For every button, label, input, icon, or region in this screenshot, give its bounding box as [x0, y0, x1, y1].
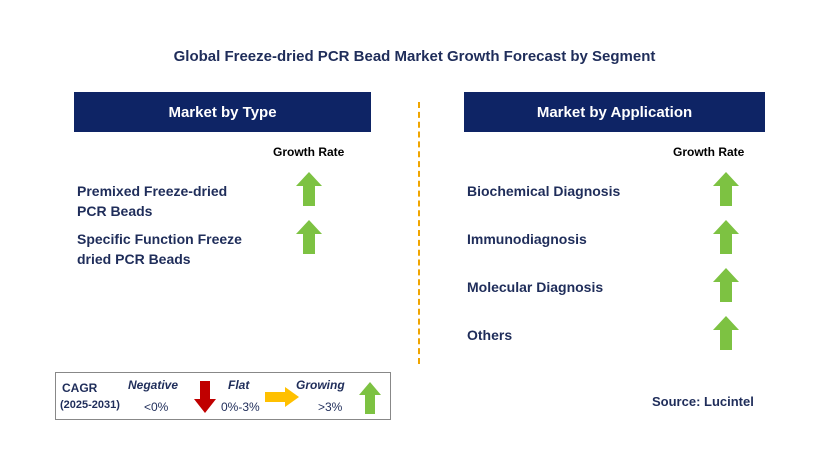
page-title: Global Freeze-dried PCR Bead Market Grow…	[173, 48, 656, 65]
growing-arrow-icon	[713, 172, 739, 206]
type-item-premixed-line2: PCR Beads	[77, 203, 153, 219]
growing-arrow-icon	[713, 220, 739, 254]
application-item-others: Others	[467, 327, 513, 343]
source-note: Source: Lucintel	[652, 394, 754, 409]
flat-arrow-icon	[265, 387, 299, 407]
type-item-premixed-line1: Premixed Freeze-dried	[77, 183, 228, 199]
legend-cagr-label: CAGR	[62, 381, 98, 395]
legend-negative-label: Negative	[128, 378, 179, 392]
legend-growing-label: Growing	[296, 378, 345, 392]
application-growth-rate-label: Growth Rate	[673, 145, 745, 159]
negative-arrow-icon	[194, 381, 216, 413]
market-by-application-header: Market by Application	[464, 92, 765, 132]
type-item-specific-line1: Specific Function Freeze	[77, 231, 242, 247]
legend-negative-value: <0%	[144, 400, 169, 414]
growing-arrow-icon	[359, 382, 381, 414]
application-item-immunodiagnosis: Immunodiagnosis	[467, 231, 587, 247]
application-item-biochemical: Biochemical Diagnosis	[467, 183, 621, 199]
type-item-specific-line2: dried PCR Beads	[77, 251, 191, 267]
legend-flat-value: 0%-3%	[221, 400, 260, 414]
legend-period: (2025-2031)	[60, 399, 120, 411]
growing-arrow-icon	[713, 268, 739, 302]
growing-arrow-icon	[713, 316, 739, 350]
legend-growing-value: >3%	[318, 400, 343, 414]
market-by-type-header: Market by Type	[74, 92, 371, 132]
panel-divider	[418, 102, 420, 364]
legend-flat-label: Flat	[228, 378, 250, 392]
type-growth-rate-label: Growth Rate	[273, 145, 345, 159]
application-item-molecular: Molecular Diagnosis	[467, 279, 604, 295]
growing-arrow-icon	[296, 172, 322, 206]
type-item-specific-function: Specific Function Freeze dried PCR Beads	[77, 229, 242, 269]
type-item-premixed: Premixed Freeze-dried PCR Beads	[77, 181, 227, 221]
growing-arrow-icon	[296, 220, 322, 254]
cagr-legend: CAGR (2025-2031) Negative <0% Flat 0%-3%…	[55, 372, 391, 420]
